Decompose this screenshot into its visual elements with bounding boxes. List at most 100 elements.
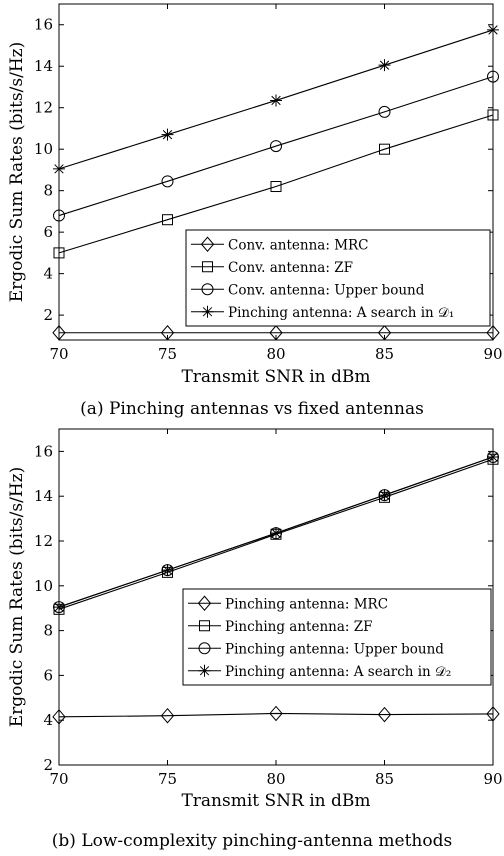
data-point-diamond <box>52 709 66 725</box>
data-point-square <box>487 109 499 121</box>
data-point-star <box>270 527 282 540</box>
legend-item: Pinching antenna: A search in 𝒟₁ <box>191 305 454 321</box>
data-point-diamond <box>377 706 392 723</box>
caption-a: (a) Pinching antennas vs fixed antennas <box>80 399 424 419</box>
x-tick-label: 85 <box>375 770 394 788</box>
legend-label: Pinching antenna: A search in 𝒟₂ <box>225 664 451 680</box>
legend-b: Pinching antenna: MRC Pinching antenna: Z… <box>182 588 492 686</box>
legend-box <box>182 588 492 686</box>
y-tick-label: 8 <box>43 622 53 640</box>
y-tick-label: 14 <box>34 487 53 505</box>
legend-marker-square <box>199 620 210 632</box>
legend-item: Conv. antenna: MRC <box>191 236 369 253</box>
series-line <box>58 114 494 254</box>
data-point-star <box>487 23 499 36</box>
y-tick-label: 2 <box>43 306 53 324</box>
data-point-star <box>53 601 65 614</box>
chart-panel-b: 70 75 80 85 90 2 4 6 8 10 12 14 16 Pinching antenna:… <box>7 428 503 851</box>
x-tick-label: 80 <box>266 345 285 363</box>
legend-label: Pinching antenna: MRC <box>225 596 388 612</box>
y-tick-label: 14 <box>34 57 53 75</box>
legend-marker-star <box>201 305 214 318</box>
series-square <box>53 109 499 259</box>
caption-b: (b) Low-complexity pinching-antenna meth… <box>52 831 452 851</box>
y-tick-label: 10 <box>34 140 53 158</box>
y-tick-label: 16 <box>34 442 53 460</box>
series-group-b <box>52 451 500 725</box>
x-tick-label: 75 <box>158 345 177 363</box>
data-point-circle <box>487 70 499 83</box>
y-tick-label: 12 <box>34 99 53 117</box>
chart-panel-a: 70 75 80 85 90 2 4 6 8 10 12 14 16 Conv. antenna: MR… <box>7 3 503 419</box>
x-tick-label: 70 <box>49 345 68 363</box>
data-point-diamond <box>486 706 500 722</box>
data-point-star <box>53 162 65 175</box>
legend-label: Pinching antenna: A search in 𝒟₁ <box>228 305 454 321</box>
legend-a: Conv. antenna: MRC Conv. antenna: ZF Conv.… <box>185 229 491 327</box>
legend-item: Conv. antenna: ZF <box>191 260 353 276</box>
data-point-square <box>270 181 282 193</box>
legend-marker-diamond <box>197 595 212 612</box>
y-axis-label-a: Ergodic Sum Rates (bits/s/Hz) <box>7 42 27 302</box>
x-axis-label-a: Transmit SNR in dBm <box>181 367 370 387</box>
data-point-diamond <box>160 707 175 724</box>
legend-marker-star <box>198 664 211 677</box>
y-axis-label-b: Ergodic Sum Rates (bits/s/Hz) <box>7 467 27 727</box>
legend-box <box>185 229 491 327</box>
y-tick-label: 4 <box>43 711 53 729</box>
data-point-circle <box>161 175 174 188</box>
axis-ticks-b: 70 75 80 85 90 2 4 6 8 10 12 14 16 <box>34 429 503 788</box>
series-star <box>53 451 499 614</box>
legend-marker-square <box>202 261 213 273</box>
data-point-diamond <box>52 324 66 341</box>
data-point-circle <box>53 209 65 222</box>
data-point-diamond <box>486 324 500 341</box>
data-point-star <box>487 451 499 463</box>
legend-label: Pinching antenna: Upper bound <box>225 641 444 657</box>
data-point-star <box>161 128 174 141</box>
legend-item: Conv. antenna: Upper bound <box>191 282 425 298</box>
data-point-star <box>378 489 391 502</box>
data-point-circle <box>270 140 282 153</box>
series-diamond <box>52 705 500 725</box>
x-tick-label: 80 <box>266 770 285 788</box>
x-tick-label: 90 <box>483 345 502 363</box>
x-tick-label: 90 <box>483 770 502 788</box>
series-diamond <box>52 324 500 341</box>
legend-marker-circle <box>198 642 211 655</box>
legend-item: Pinching antenna: A search in 𝒟₂ <box>188 664 451 680</box>
y-tick-label: 8 <box>43 182 53 200</box>
legend-label: Pinching antenna: ZF <box>225 619 372 635</box>
legend-item: Pinching antenna: ZF <box>188 619 372 635</box>
legend-item: Pinching antenna: Upper bound <box>188 641 444 657</box>
y-tick-label: 12 <box>34 532 53 550</box>
data-point-square <box>379 143 390 155</box>
data-point-diamond <box>377 324 392 341</box>
data-point-star <box>378 59 391 72</box>
data-point-circle <box>378 105 391 118</box>
data-point-star <box>270 94 282 107</box>
series-star <box>53 23 499 175</box>
data-point-square <box>162 214 173 226</box>
legend-label: Conv. antenna: MRC <box>228 237 369 253</box>
legend-label: Conv. antenna: ZF <box>228 260 353 276</box>
series-line <box>58 76 494 217</box>
legend-label: Conv. antenna: Upper bound <box>228 282 425 298</box>
y-tick-label: 4 <box>43 265 53 283</box>
x-tick-label: 70 <box>49 770 68 788</box>
data-point-diamond <box>160 324 175 341</box>
data-point-diamond <box>269 705 283 722</box>
data-point-square <box>53 247 65 259</box>
y-tick-label: 6 <box>43 223 53 241</box>
legend-marker-diamond <box>200 236 215 253</box>
data-point-star <box>161 564 174 577</box>
series-line <box>58 712 494 718</box>
y-tick-label: 10 <box>34 577 53 595</box>
x-axis-label-b: Transmit SNR in dBm <box>181 791 370 811</box>
legend-marker-circle <box>201 283 214 296</box>
x-tick-label: 75 <box>158 770 177 788</box>
data-point-diamond <box>269 324 283 341</box>
legend-item: Pinching antenna: MRC <box>188 595 388 612</box>
series-group-a <box>52 23 500 341</box>
